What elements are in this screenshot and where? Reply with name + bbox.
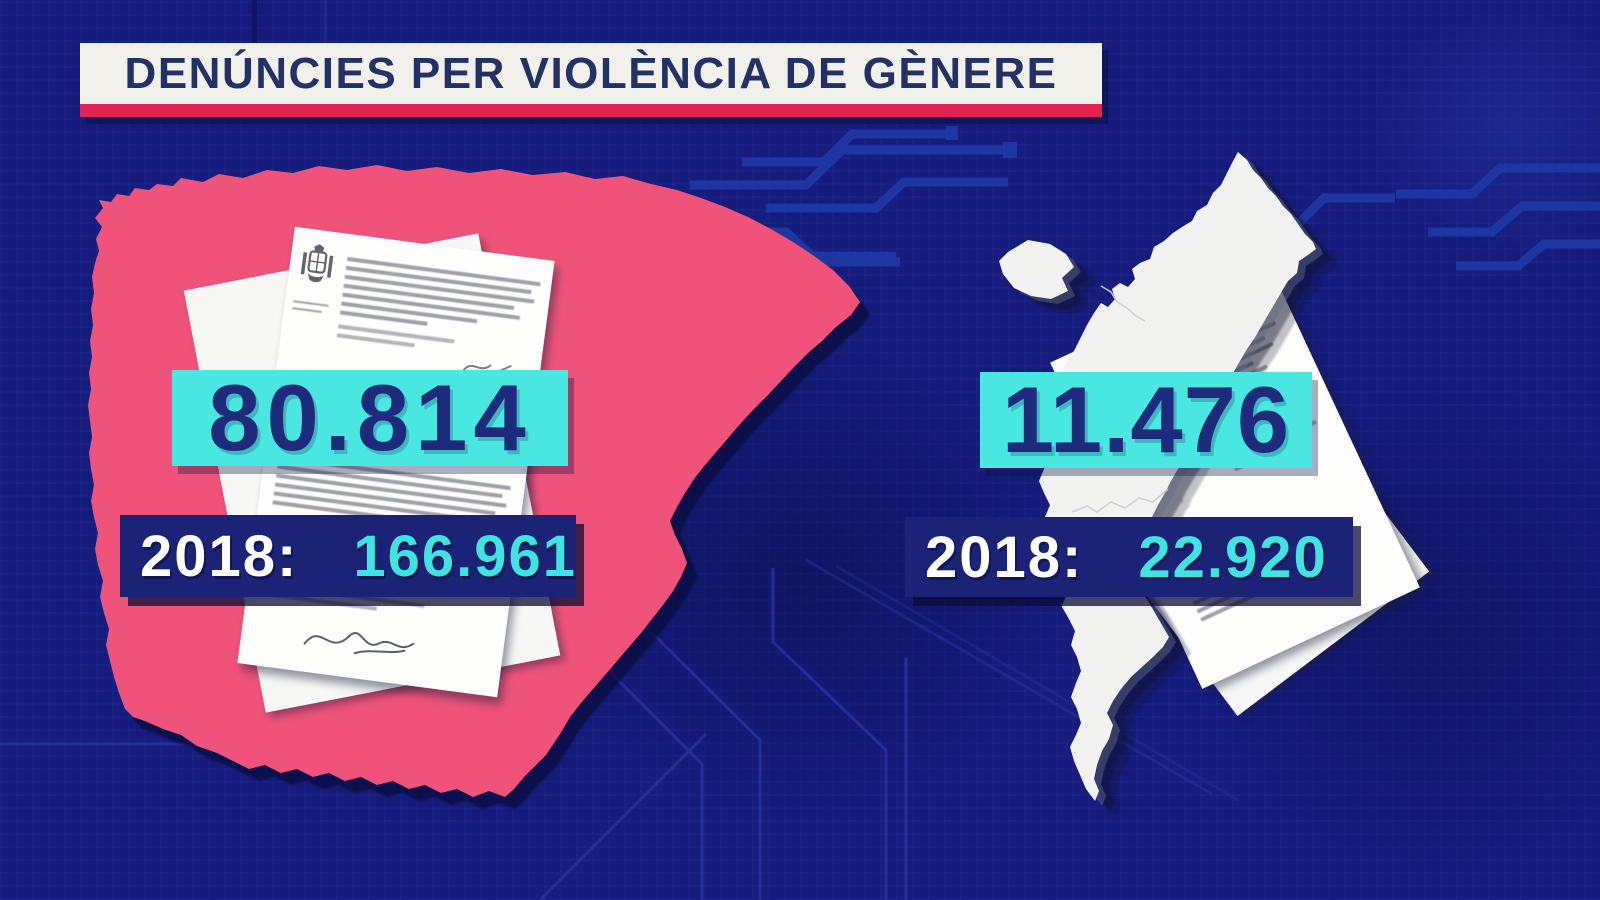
right-current-value: 11.476 <box>1001 367 1291 472</box>
document-caption-lines <box>291 295 331 319</box>
valencian-community-map <box>999 152 1316 801</box>
right-year-value: 22.920 <box>1138 524 1328 590</box>
signature-scribble <box>303 632 415 655</box>
left-year-label: 2018: <box>140 523 299 589</box>
left-2018-box: 2018: 166.961 <box>120 515 576 597</box>
rincon-de-ademuz-exclave <box>999 240 1074 299</box>
right-2018-box: 2018: 22.920 <box>905 517 1353 597</box>
page-title: DENÚNCIES PER VIOLÈNCIA DE GÈNERE <box>124 48 1058 98</box>
right-year-label: 2018: <box>925 524 1084 590</box>
left-year-value: 166.961 <box>353 523 577 589</box>
left-current-value-box: 80.814 <box>172 370 568 466</box>
right-current-value-box: 11.476 <box>980 372 1312 468</box>
title-banner: DENÚNCIES PER VIOLÈNCIA DE GÈNERE <box>80 43 1102 117</box>
title-background: DENÚNCIES PER VIOLÈNCIA DE GÈNERE <box>80 43 1102 104</box>
left-current-value: 80.814 <box>208 365 532 470</box>
title-red-underline <box>80 104 1102 117</box>
spain-coat-of-arms-icon <box>300 244 334 283</box>
